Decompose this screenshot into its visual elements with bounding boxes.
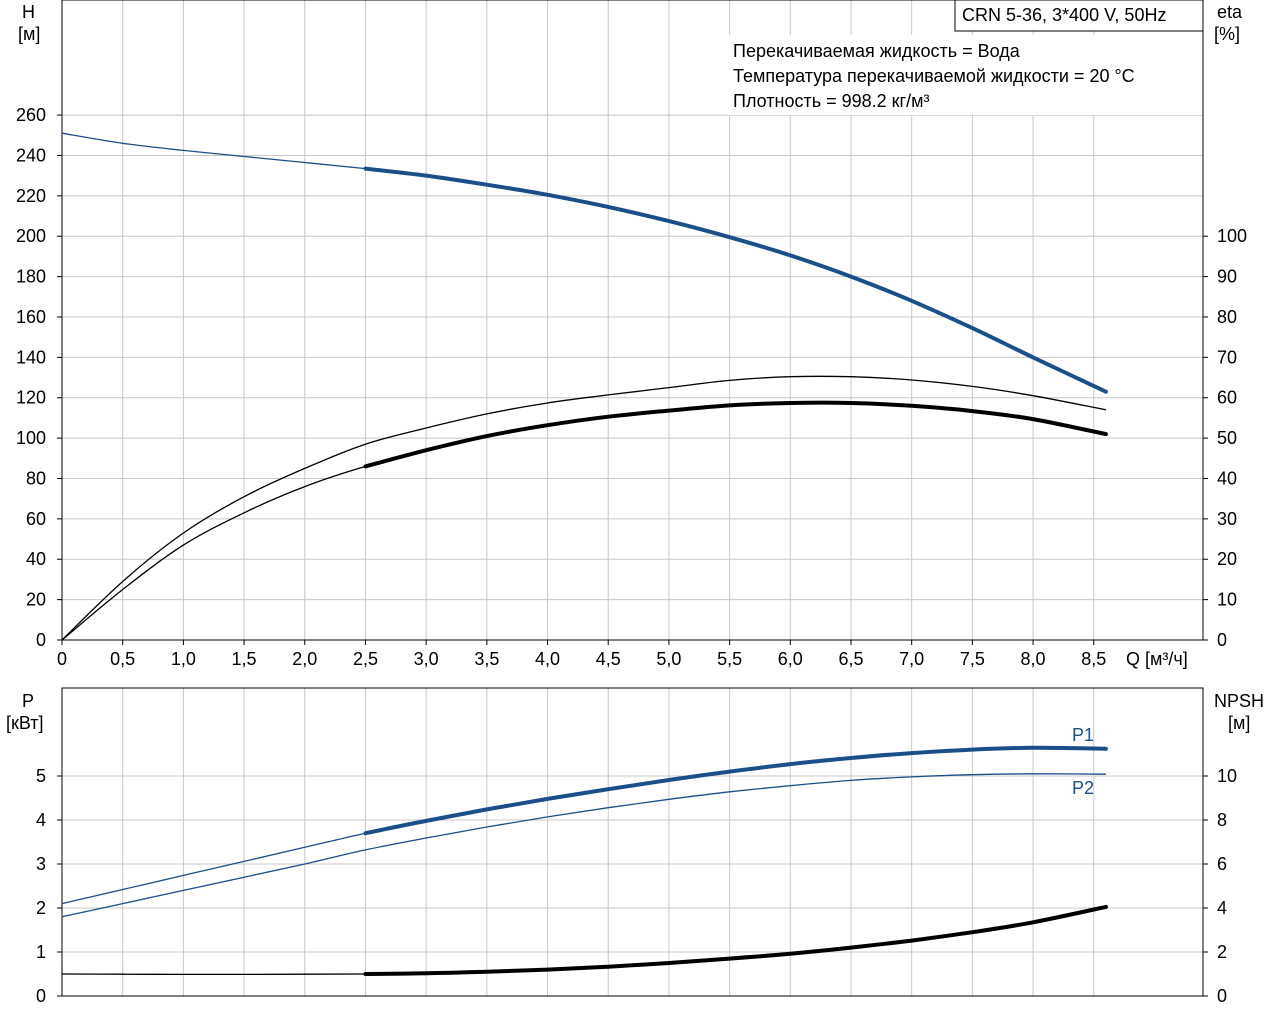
upper-series bbox=[61, 132, 1108, 641]
x-axis-label: Q [м³/ч] bbox=[1126, 649, 1188, 669]
upper-y-right-tick-label: 0 bbox=[1217, 630, 1227, 650]
lower-series-0-operating-range bbox=[363, 745, 1108, 836]
lower-y-left-tick-label: 1 bbox=[36, 942, 46, 962]
upper-y-right-tick-label: 90 bbox=[1217, 267, 1237, 287]
lower-y-left-tick-label: 2 bbox=[36, 898, 46, 918]
upper-y-right-tick-label: 40 bbox=[1217, 468, 1237, 488]
upper-x-tick-label: 7,0 bbox=[899, 649, 924, 669]
upper-y-left-tick-label: 260 bbox=[16, 105, 46, 125]
upper-y-right-tick-label: 30 bbox=[1217, 509, 1237, 529]
lower-y-left-tick-label: 0 bbox=[36, 986, 46, 1006]
upper-right-axis-label-line1: eta bbox=[1217, 2, 1243, 22]
upper-tick-labels: 0 0,5 1,0 1,5 2,0 2,5 3,0 3,5 4,0 4,5 5,0 5,5 6,0 6,5… bbox=[16, 105, 1247, 669]
upper-y-left-tick-label: 240 bbox=[16, 145, 46, 165]
lower-y-right-tick-label: 4 bbox=[1217, 898, 1227, 918]
lower-left-axis-label-line2: [кВт] bbox=[6, 713, 44, 733]
upper-x-tick-label: 2,5 bbox=[353, 649, 378, 669]
upper-x-tick-label: 1,5 bbox=[232, 649, 257, 669]
lower-y-right-tick-label: 8 bbox=[1217, 810, 1227, 830]
upper-y-right-tick-label: 70 bbox=[1217, 347, 1237, 367]
upper-series-2-operating-range bbox=[363, 400, 1108, 469]
lower-series-2-operating-range bbox=[363, 904, 1108, 976]
upper-x-tick-label: 4,0 bbox=[535, 649, 560, 669]
upper-x-tick-label: 0,5 bbox=[110, 649, 135, 669]
upper-left-axis-label-line1: H bbox=[22, 2, 35, 22]
upper-x-tick-label: 6,0 bbox=[778, 649, 803, 669]
info-line-liquid: Перекачиваемая жидкость = Вода bbox=[733, 41, 1021, 61]
upper-y-right-tick-label: 60 bbox=[1217, 388, 1237, 408]
upper-y-left-tick-label: 40 bbox=[26, 549, 46, 569]
upper-y-left-tick-label: 100 bbox=[16, 428, 46, 448]
upper-series-0-operating-range bbox=[363, 166, 1108, 394]
lower-series bbox=[61, 745, 1108, 976]
legend-label-p1: P1 bbox=[1072, 725, 1094, 745]
lower-y-left-tick-label: 5 bbox=[36, 766, 46, 786]
upper-y-left-tick-label: 120 bbox=[16, 388, 46, 408]
info-box bbox=[728, 35, 1202, 115]
upper-series-1-line bbox=[61, 375, 1107, 641]
upper-y-left-tick-label: 220 bbox=[16, 186, 46, 206]
upper-x-tick-label: 1,0 bbox=[171, 649, 196, 669]
lower-tick-labels: 0 1 2 3 4 5 0 2 4 6 8 10 bbox=[36, 766, 1237, 1006]
lower-y-right-tick-label: 6 bbox=[1217, 854, 1227, 874]
upper-y-left-tick-label: 80 bbox=[26, 468, 46, 488]
upper-panel: 0 0,5 1,0 1,5 2,0 2,5 3,0 3,5 4,0 4,5 5,0 5,5 6,0 6,5… bbox=[16, 0, 1247, 669]
upper-y-right-tick-label: 100 bbox=[1217, 226, 1247, 246]
upper-y-right-tick-label: 50 bbox=[1217, 428, 1237, 448]
info-line-density: Плотность = 998.2 кг/м³ bbox=[733, 91, 929, 111]
upper-x-tick-label: 6,5 bbox=[838, 649, 863, 669]
upper-y-right-tick-label: 80 bbox=[1217, 307, 1237, 327]
upper-x-tick-label: 5,0 bbox=[656, 649, 681, 669]
upper-x-tick-label: 2,0 bbox=[292, 649, 317, 669]
lower-y-left-tick-label: 3 bbox=[36, 854, 46, 874]
upper-x-tick-label: 5,5 bbox=[717, 649, 742, 669]
upper-y-left-tick-label: 0 bbox=[36, 630, 46, 650]
lower-series-0-line bbox=[61, 747, 1106, 905]
chart-title: CRN 5-36, 3*400 V, 50Hz bbox=[962, 5, 1166, 25]
upper-y-left-tick-label: 180 bbox=[16, 267, 46, 287]
lower-grid bbox=[62, 688, 1203, 996]
lower-plot-frame bbox=[61, 687, 1204, 997]
lower-y-left-tick-label: 4 bbox=[36, 810, 46, 830]
lower-y-right-tick-label: 10 bbox=[1217, 766, 1237, 786]
lower-series-2-line bbox=[61, 906, 1107, 976]
upper-left-axis-label-line2: [м] bbox=[18, 24, 40, 44]
lower-y-right-tick-label: 0 bbox=[1217, 986, 1227, 1006]
upper-x-tick-label: 3,0 bbox=[414, 649, 439, 669]
lower-y-right-tick-label: 2 bbox=[1217, 942, 1227, 962]
upper-right-axis-label-line2: [%] bbox=[1214, 24, 1240, 44]
upper-plot-frame bbox=[61, 0, 1204, 641]
lower-right-axis-label-line2: [м] bbox=[1228, 713, 1250, 733]
upper-y-left-tick-label: 60 bbox=[26, 509, 46, 529]
upper-x-tick-label: 4,5 bbox=[596, 649, 621, 669]
lower-right-axis-label-line1: NPSH bbox=[1214, 691, 1264, 711]
upper-y-left-tick-label: 200 bbox=[16, 226, 46, 246]
upper-y-left-tick-label: 160 bbox=[16, 307, 46, 327]
upper-y-right-tick-label: 20 bbox=[1217, 549, 1237, 569]
lower-panel: 0 1 2 3 4 5 0 2 4 6 8 10 P [кВт] NPSH [м] P1 P2 bbox=[6, 687, 1264, 1006]
upper-y-left-tick-label: 20 bbox=[26, 590, 46, 610]
upper-series-0-line bbox=[61, 132, 1107, 393]
upper-x-tick-label: 7,5 bbox=[960, 649, 985, 669]
upper-x-tick-label: 8,5 bbox=[1081, 649, 1106, 669]
info-line-temperature: Температура перекачиваемой жидкости = 20… bbox=[733, 66, 1135, 86]
title-box bbox=[954, 0, 1204, 32]
upper-y-right-tick-label: 10 bbox=[1217, 590, 1237, 610]
upper-x-tick-label: 3,5 bbox=[474, 649, 499, 669]
upper-x-tick-label: 0 bbox=[57, 649, 67, 669]
upper-y-left-tick-label: 140 bbox=[16, 347, 46, 367]
lower-left-axis-label-line1: P bbox=[22, 691, 34, 711]
legend-label-p2: P2 bbox=[1072, 778, 1094, 798]
lower-series-1-line bbox=[61, 773, 1106, 918]
upper-x-tick-label: 8,0 bbox=[1021, 649, 1046, 669]
